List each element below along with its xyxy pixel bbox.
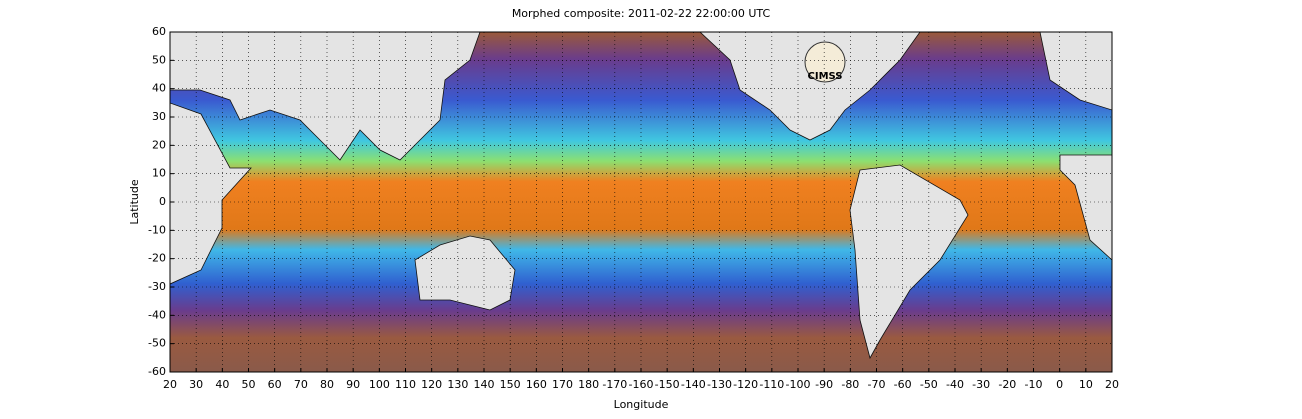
y-tick-label: -10 xyxy=(148,223,166,236)
x-tick-label: 130 xyxy=(447,378,468,391)
y-tick-label: 20 xyxy=(152,138,166,151)
x-tick-label: 50 xyxy=(242,378,256,391)
x-tick-label: -60 xyxy=(894,378,912,391)
x-tick-label: 0 xyxy=(1056,378,1063,391)
x-tick-label: 180 xyxy=(578,378,599,391)
x-tick-label: -130 xyxy=(707,378,732,391)
x-tick-label: -170 xyxy=(602,378,627,391)
x-tick-label: 100 xyxy=(369,378,390,391)
land xyxy=(1039,32,1112,111)
x-tick-label: -30 xyxy=(972,378,990,391)
y-tick-label: 60 xyxy=(152,25,166,38)
land xyxy=(849,164,969,360)
y-tick-label: -60 xyxy=(148,365,166,378)
land xyxy=(170,32,481,161)
x-tick-label: -70 xyxy=(868,378,886,391)
x-tick-label: -140 xyxy=(681,378,706,391)
x-tick-label: 20 xyxy=(163,378,177,391)
land xyxy=(170,102,252,285)
y-axis-label: Latitude xyxy=(128,179,141,225)
x-tick-label: -50 xyxy=(920,378,938,391)
x-tick-label: 110 xyxy=(395,378,416,391)
x-axis-label: Longitude xyxy=(614,398,669,411)
land xyxy=(1059,154,1112,261)
y-tick-label: 0 xyxy=(159,195,166,208)
x-tick-label: 60 xyxy=(268,378,282,391)
chart-title: Morphed composite: 2011-02-22 22:00:00 U… xyxy=(512,7,771,20)
x-tick-label: 90 xyxy=(346,378,360,391)
y-tick-label: -40 xyxy=(148,308,166,321)
x-tick-label: -160 xyxy=(629,378,654,391)
x-tick-label: -40 xyxy=(946,378,964,391)
x-tick-label: -90 xyxy=(815,378,833,391)
y-tick-label: -20 xyxy=(148,252,166,265)
logo-text: CIMSS xyxy=(808,71,843,82)
y-tick-label: -50 xyxy=(148,337,166,350)
land xyxy=(699,32,921,141)
y-tick-label: 30 xyxy=(152,110,166,123)
x-tick-label: -80 xyxy=(841,378,859,391)
x-tick-label: 70 xyxy=(294,378,308,391)
land xyxy=(414,235,516,311)
x-tick-label: -150 xyxy=(655,378,680,391)
x-tick-label: -100 xyxy=(786,378,811,391)
y-tick-label: 40 xyxy=(152,82,166,95)
x-tick-label: 150 xyxy=(500,378,521,391)
x-tick-label: 170 xyxy=(552,378,573,391)
x-tick-label: 30 xyxy=(189,378,203,391)
x-tick-label: 40 xyxy=(215,378,229,391)
logo: CIMSS xyxy=(804,41,846,83)
x-tick-label: -10 xyxy=(1025,378,1043,391)
y-tick-label: -30 xyxy=(148,280,166,293)
x-tick-label: 160 xyxy=(526,378,547,391)
x-tick-label: -20 xyxy=(998,378,1016,391)
x-tick-label: 120 xyxy=(421,378,442,391)
x-tick-label: 140 xyxy=(474,378,495,391)
x-tick-label: 80 xyxy=(320,378,334,391)
x-tick-label: -110 xyxy=(759,378,784,391)
y-tick-label: 10 xyxy=(152,167,166,180)
y-tick-label: 50 xyxy=(152,53,166,66)
x-tick-label: 20 xyxy=(1105,378,1119,391)
x-tick-label: -120 xyxy=(733,378,758,391)
x-tick-label: 10 xyxy=(1079,378,1093,391)
